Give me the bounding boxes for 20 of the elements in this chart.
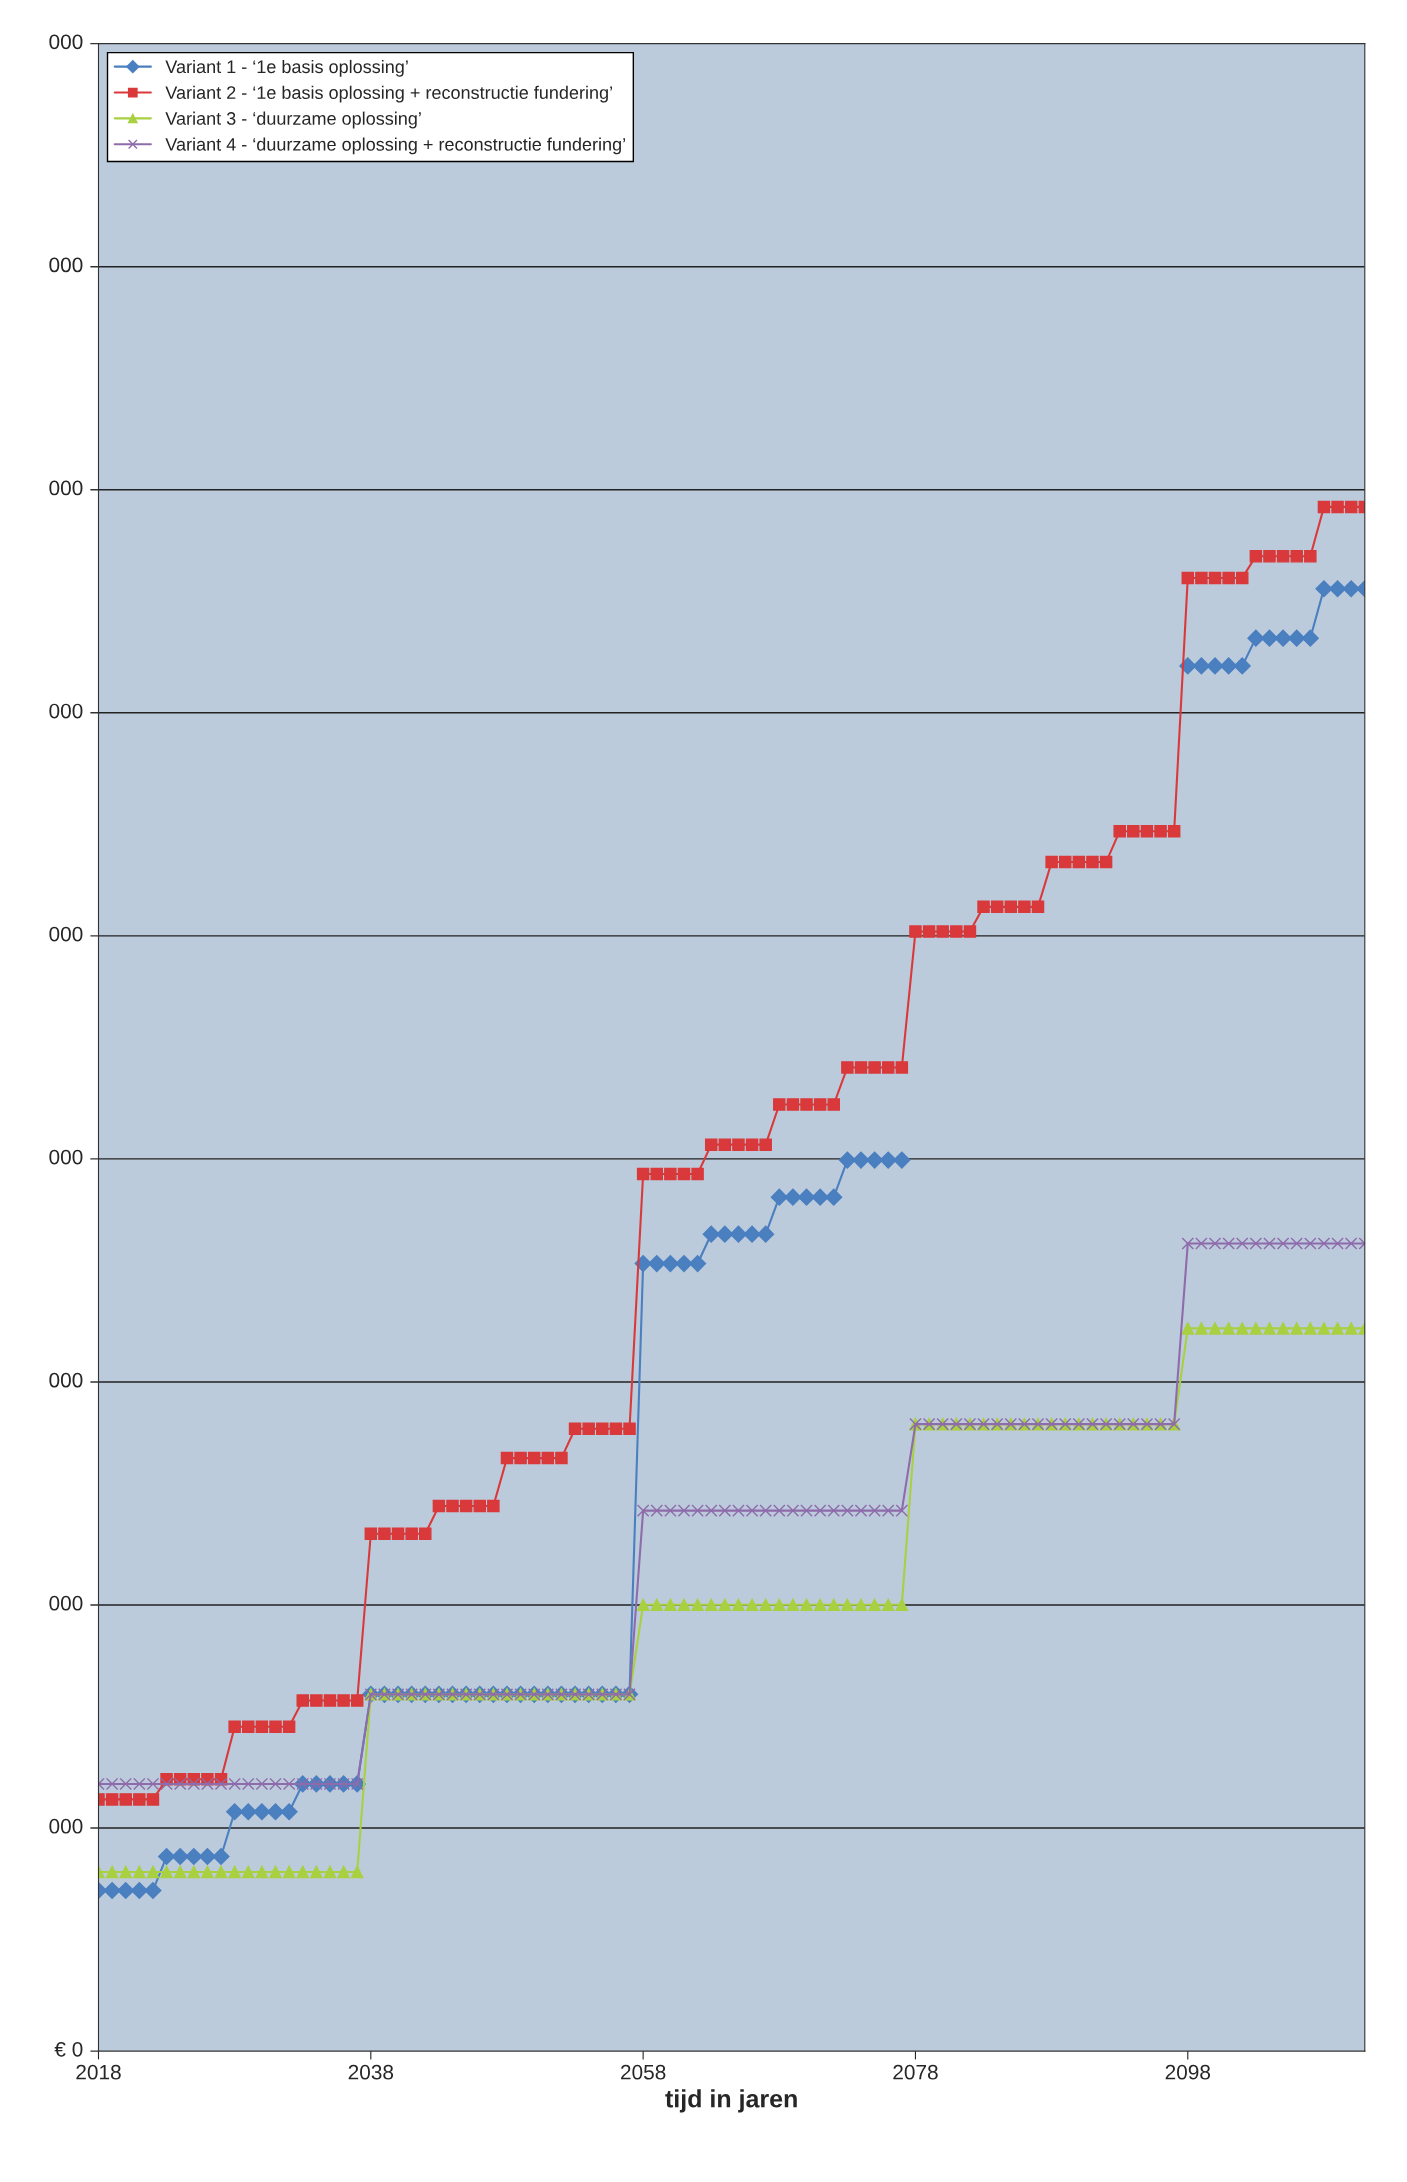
x-tick-label: 2038 [348,2064,394,2080]
x-tick-label: 2058 [621,2064,666,2080]
text: 000 [49,1818,83,1834]
x-tick-label: 2098 [1165,2064,1211,2080]
text: 000 [49,703,83,719]
text: 000 [49,480,83,496]
text: 000 [49,1149,83,1165]
legend-label: Variant 2 - ‘1e basis oplossing + reconstructie fundering’ [165,85,612,103]
text: 000 [49,34,83,50]
text: € 0 [54,2041,83,2057]
x-axis-title: tijd in jaren [665,2089,797,2113]
text: 000 [49,926,83,942]
legend-label: Variant 4 - ‘duurzame oplossing + reconstructie fundering’ [165,137,626,155]
text: 000 [49,1595,83,1611]
text: 000 [49,1372,83,1388]
x-tick-label: 2018 [76,2064,121,2080]
legend-label: Variant 3 - ‘duurzame oplossing’ [165,111,421,129]
x-tick-label: 2078 [893,2064,938,2080]
legend-label: Variant 1 - ‘1e basis oplossing’ [165,59,408,77]
text: 000 [49,257,83,273]
